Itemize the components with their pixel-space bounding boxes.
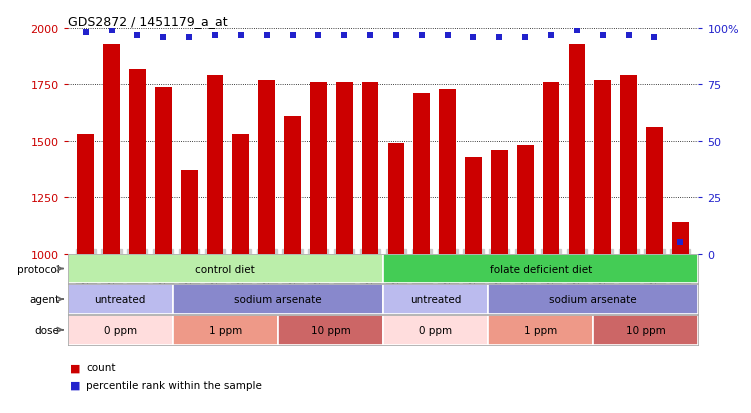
Point: [623, 32, 635, 39]
Text: sodium arsenate: sodium arsenate: [550, 294, 637, 304]
Text: 0 ppm: 0 ppm: [419, 325, 452, 335]
Point: [493, 35, 505, 41]
Text: 10 ppm: 10 ppm: [626, 325, 665, 335]
Bar: [103, 45, 120, 254]
Bar: [232, 135, 249, 254]
Bar: [129, 69, 146, 254]
Point: [338, 32, 350, 39]
Bar: [594, 81, 611, 254]
Text: GDS2872 / 1451179_a_at: GDS2872 / 1451179_a_at: [68, 15, 228, 28]
Point: [442, 32, 454, 39]
Bar: [388, 144, 404, 254]
Point: [545, 32, 557, 39]
Bar: [310, 83, 327, 254]
Bar: [155, 88, 172, 254]
Bar: [258, 81, 275, 254]
Point: [287, 32, 299, 39]
Text: count: count: [86, 363, 116, 373]
Bar: [68, 315, 173, 345]
Point: [390, 32, 402, 39]
Point: [467, 35, 479, 41]
Bar: [173, 285, 383, 314]
Bar: [383, 285, 488, 314]
Bar: [488, 285, 698, 314]
Text: 0 ppm: 0 ppm: [104, 325, 137, 335]
Text: sodium arsenate: sodium arsenate: [234, 294, 321, 304]
Point: [209, 32, 221, 39]
Text: dose: dose: [35, 325, 59, 335]
Point: [648, 35, 660, 41]
Bar: [284, 117, 301, 254]
Text: percentile rank within the sample: percentile rank within the sample: [86, 380, 262, 390]
Point: [261, 32, 273, 39]
Text: untreated: untreated: [410, 294, 461, 304]
Bar: [491, 150, 508, 254]
Point: [519, 35, 531, 41]
Text: ■: ■: [70, 363, 80, 373]
Point: [80, 30, 92, 37]
Bar: [593, 315, 698, 345]
Bar: [68, 285, 173, 314]
Point: [312, 32, 324, 39]
Bar: [517, 146, 534, 254]
Text: 1 ppm: 1 ppm: [524, 325, 557, 335]
Text: 10 ppm: 10 ppm: [311, 325, 350, 335]
Point: [571, 28, 583, 34]
Bar: [488, 315, 593, 345]
Bar: [336, 83, 353, 254]
Bar: [278, 315, 383, 345]
Bar: [362, 83, 379, 254]
Text: untreated: untreated: [95, 294, 146, 304]
Bar: [173, 315, 278, 345]
Bar: [413, 94, 430, 254]
Text: folate deficient diet: folate deficient diet: [490, 264, 592, 274]
Point: [183, 35, 195, 41]
Bar: [569, 45, 585, 254]
Bar: [439, 90, 456, 254]
Text: control diet: control diet: [195, 264, 255, 274]
Bar: [181, 171, 198, 254]
Point: [674, 240, 686, 246]
Bar: [77, 135, 94, 254]
Text: ■: ■: [70, 380, 80, 390]
Point: [235, 32, 247, 39]
Point: [157, 35, 169, 41]
Text: 1 ppm: 1 ppm: [209, 325, 242, 335]
Point: [106, 28, 118, 34]
Bar: [383, 315, 488, 345]
Text: agent: agent: [29, 294, 59, 304]
Point: [416, 32, 428, 39]
Bar: [646, 128, 663, 254]
Point: [131, 32, 143, 39]
Bar: [543, 83, 559, 254]
Bar: [383, 254, 698, 284]
Text: protocol: protocol: [17, 264, 59, 274]
Bar: [68, 254, 383, 284]
Bar: [465, 157, 482, 254]
Bar: [207, 76, 223, 254]
Point: [364, 32, 376, 39]
Bar: [672, 223, 689, 254]
Point: [597, 32, 609, 39]
Bar: [620, 76, 637, 254]
